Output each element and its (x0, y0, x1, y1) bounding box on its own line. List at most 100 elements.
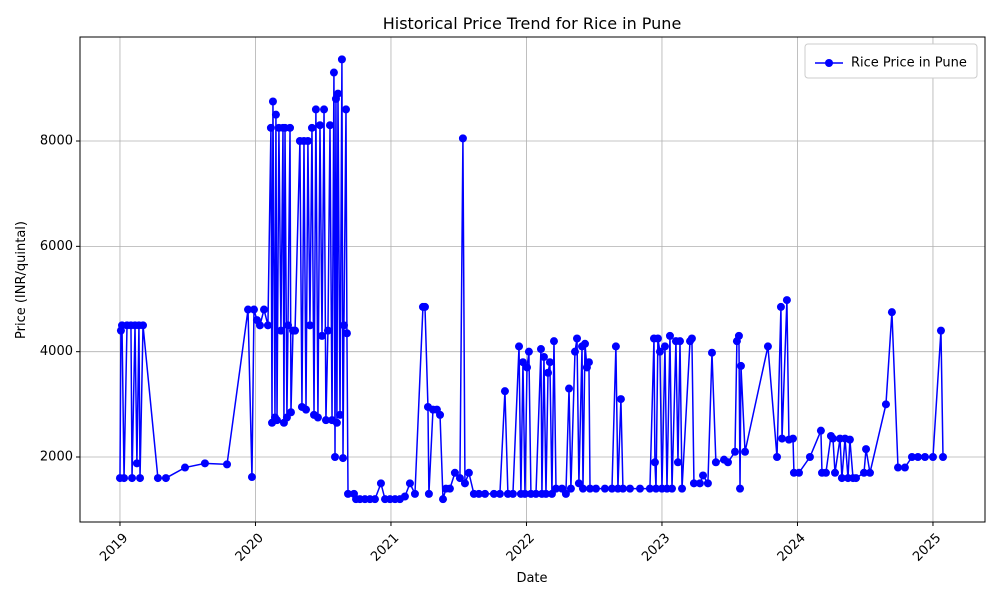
y-tick-label: 2000 (40, 450, 73, 465)
data-point (650, 458, 659, 467)
data-point (695, 479, 704, 488)
data-point (828, 434, 837, 443)
data-point (247, 473, 256, 482)
data-point (607, 484, 616, 493)
data-point (731, 447, 740, 456)
data-point (481, 489, 490, 498)
legend-label: Rice Price in Pune (851, 56, 967, 71)
x-tick-label: 2022 (504, 531, 538, 565)
data-point (271, 110, 280, 119)
data-point (545, 358, 554, 367)
data-point (900, 463, 909, 472)
data-point (339, 454, 348, 463)
data-point (667, 484, 676, 493)
data-point (333, 89, 342, 98)
data-point (776, 302, 785, 311)
data-point (439, 495, 448, 504)
data-point (436, 410, 445, 419)
data-point (200, 459, 209, 468)
data-point (788, 434, 797, 443)
data-point (660, 342, 669, 351)
data-point (549, 337, 558, 346)
x-tick-label: 2019 (97, 531, 131, 565)
data-point (581, 339, 590, 348)
data-point (794, 468, 803, 477)
data-point (311, 105, 320, 114)
data-point (573, 334, 582, 343)
data-point (816, 426, 825, 435)
data-point (223, 460, 232, 469)
data-point (266, 123, 275, 132)
data-point (531, 489, 540, 498)
data-point (852, 474, 861, 483)
legend-marker (825, 59, 833, 67)
data-point (536, 345, 545, 354)
data-point (339, 321, 348, 330)
data-point (524, 347, 533, 356)
data-point (689, 479, 698, 488)
data-point (707, 348, 716, 357)
y-tick-label: 8000 (40, 134, 73, 149)
plot-frame (79, 36, 986, 523)
data-point (244, 305, 253, 314)
data-point (687, 334, 696, 343)
data-point (424, 489, 433, 498)
data-point (673, 458, 682, 467)
y-axis-label: Price (INR/quintal) (14, 221, 29, 339)
data-point (865, 468, 874, 477)
x-tick-label: 2023 (639, 531, 673, 565)
data-point (410, 489, 419, 498)
data-point (723, 458, 732, 467)
data-point (370, 495, 379, 504)
data-point (273, 416, 282, 425)
data-point (460, 479, 469, 488)
data-point (645, 484, 654, 493)
data-point (331, 453, 340, 462)
data-point (455, 474, 464, 483)
x-tick-label: 2024 (775, 531, 809, 565)
data-point (928, 453, 937, 462)
data-point (420, 302, 429, 311)
data-point (859, 468, 868, 477)
data-point (544, 368, 553, 377)
data-point (778, 434, 787, 443)
data-point (321, 416, 330, 425)
data-point (618, 484, 627, 493)
data-point (736, 484, 745, 493)
data-point (561, 489, 570, 498)
data-point (260, 305, 269, 314)
x-axis-label: Date (516, 571, 547, 586)
data-point (464, 468, 473, 477)
data-point (445, 484, 454, 493)
data-point (907, 453, 916, 462)
data-point (500, 387, 509, 396)
y-tick-label: 6000 (40, 239, 73, 254)
data-point (763, 342, 772, 351)
data-point (283, 321, 292, 330)
data-point (655, 347, 664, 356)
data-point (699, 471, 708, 480)
data-point (489, 489, 498, 498)
data-point (303, 137, 312, 146)
data-point (341, 105, 350, 114)
data-point (711, 458, 720, 467)
data-point (286, 123, 295, 132)
data-point (181, 463, 190, 472)
data-point (450, 468, 459, 477)
data-point (376, 479, 385, 488)
data-point (120, 474, 129, 483)
data-point (458, 134, 467, 143)
data-point (405, 479, 414, 488)
data-point (161, 474, 170, 483)
data-point (153, 474, 162, 483)
data-point (523, 363, 532, 372)
data-point (291, 326, 300, 335)
data-point (782, 296, 791, 305)
data-point (675, 337, 684, 346)
data-point (887, 308, 896, 317)
data-point (665, 331, 674, 340)
data-point (286, 408, 295, 417)
data-point (302, 405, 311, 414)
data-point (132, 459, 141, 468)
data-point (128, 474, 137, 483)
